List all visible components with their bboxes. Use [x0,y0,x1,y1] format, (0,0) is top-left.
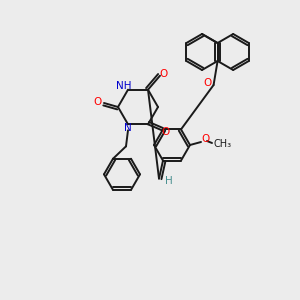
Text: O: O [162,127,170,137]
Text: H: H [165,176,173,186]
Text: CH₃: CH₃ [214,139,232,149]
Text: O: O [160,69,168,79]
Text: O: O [94,97,102,107]
Text: N: N [124,123,132,133]
Text: NH: NH [116,81,132,91]
Text: O: O [203,78,212,88]
Text: O: O [201,134,209,144]
